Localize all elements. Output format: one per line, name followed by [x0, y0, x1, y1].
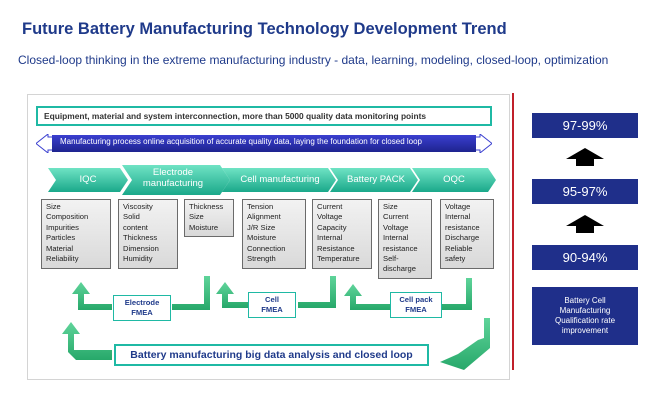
stage-chevron-cell [222, 168, 336, 192]
params-cell-b: Current Voltage Capacity Internal Resistanc… [312, 199, 372, 269]
stage-label-cell: Cell manufacturing [240, 174, 320, 185]
page-subtitle: Closed-loop thinking in the extreme manu… [18, 53, 609, 67]
page-title: Future Battery Manufacturing Technology … [22, 20, 507, 38]
cell-pack-fmea-box: Cell pack FMEA [390, 292, 442, 318]
interconnection-banner: Equipment, material and system interconn… [36, 106, 492, 126]
stage-chevron-pack [330, 168, 418, 192]
electrode-fmea-box: Electrode FMEA [113, 295, 171, 321]
up-arrow-icon [566, 215, 604, 233]
big-data-closed-loop-box: Battery manufacturing big data analysis … [114, 344, 429, 366]
data-acquisition-arrow [36, 134, 492, 153]
loop-cell-arrow [298, 276, 336, 308]
rate-box-middle: 95-97% [532, 179, 638, 204]
stage-label-oqc: OQC [443, 174, 465, 185]
loop-electrode-left-arrow [72, 282, 112, 310]
stage-label-electrode: Electrode manufacturing [142, 167, 204, 189]
stage-label-pack: Battery PACK [347, 174, 405, 185]
loop-pack-arrow [440, 278, 472, 310]
stage-chevron-electrode [122, 165, 230, 195]
params-cell-a: Tension Alignment J/R Size Moisture Connect… [242, 199, 306, 269]
loop-bigdata-right-arrow [440, 318, 490, 370]
up-arrow-icon [566, 148, 604, 166]
params-electrode-b: Thickness Size Moisture [184, 199, 234, 237]
rate-box-bottom: 90-94% [532, 245, 638, 270]
loop-pack-left-arrow [344, 284, 390, 310]
params-pack: Size Current Voltage Internal resistance Sel… [378, 199, 432, 279]
loop-cell-left-arrow [216, 282, 248, 308]
params-electrode-a: Viscosity Solid content Thickness Dimension… [118, 199, 178, 269]
stage-chevron-iqc [48, 168, 128, 192]
params-iqc: Size Composition Impurities Particles Mater… [41, 199, 111, 269]
data-acquisition-text: Manufacturing process online acquisition… [60, 137, 423, 146]
stage-chevron-oqc [412, 168, 496, 192]
params-oqc: Voltage Internal resistance Discharge Relia… [440, 199, 494, 269]
loop-electrode-arrow [172, 276, 210, 310]
process-chevrons [48, 165, 496, 195]
cell-fmea-box: Cell FMEA [248, 292, 296, 318]
qualification-rate-box: Battery Cell Manufacturing Qualification … [532, 287, 638, 345]
stage-label-iqc: IQC [79, 174, 97, 185]
rate-box-top: 97-99% [532, 113, 638, 138]
loop-bigdata-left-arrow [62, 322, 112, 360]
vertical-divider [512, 93, 514, 370]
